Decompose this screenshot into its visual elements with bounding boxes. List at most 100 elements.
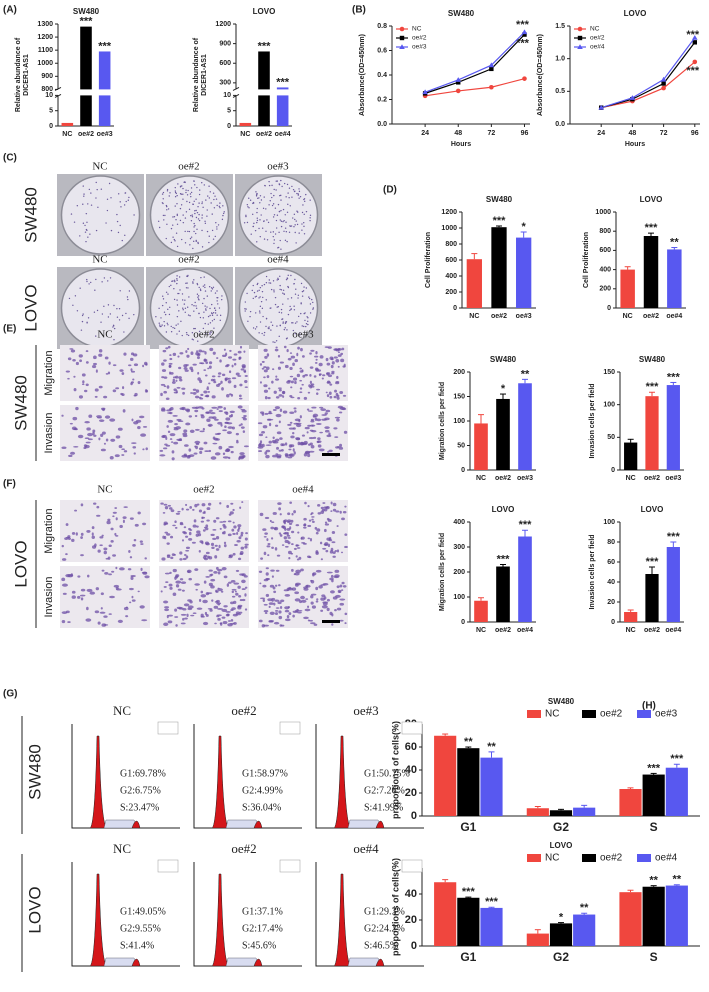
cell bbox=[185, 508, 190, 511]
phase-stat: G2:7.26% bbox=[364, 785, 405, 796]
colony bbox=[174, 190, 177, 192]
colony bbox=[160, 325, 162, 328]
cell bbox=[172, 378, 175, 382]
colony bbox=[259, 305, 262, 308]
significance-label: *** bbox=[276, 76, 290, 88]
colony bbox=[216, 290, 218, 292]
cell bbox=[279, 534, 283, 537]
cell bbox=[331, 579, 334, 583]
colony bbox=[185, 211, 188, 213]
cell bbox=[261, 360, 265, 363]
cell bbox=[104, 356, 109, 360]
phase-stat: G1:37.1% bbox=[242, 906, 283, 917]
cell bbox=[334, 436, 339, 438]
cell bbox=[190, 351, 194, 355]
cell bbox=[165, 444, 171, 447]
cell bbox=[110, 527, 114, 531]
colony bbox=[210, 331, 212, 333]
cell bbox=[89, 591, 96, 595]
colony bbox=[290, 308, 293, 310]
cell bbox=[310, 420, 315, 423]
cell bbox=[341, 581, 345, 585]
colony bbox=[176, 213, 178, 216]
colony bbox=[285, 196, 287, 198]
colony bbox=[123, 331, 125, 333]
cell bbox=[102, 408, 105, 412]
point bbox=[489, 66, 494, 72]
cell bbox=[165, 397, 170, 400]
cell bbox=[180, 581, 187, 584]
x-tick-label: oe#2 bbox=[643, 313, 659, 320]
bar bbox=[518, 536, 532, 622]
colony bbox=[116, 308, 118, 310]
x-tick-label: 48 bbox=[629, 130, 637, 137]
cell bbox=[182, 617, 185, 621]
cell bbox=[269, 519, 272, 523]
colony bbox=[106, 198, 109, 200]
cell bbox=[220, 380, 223, 384]
colony bbox=[254, 328, 257, 330]
cell bbox=[238, 557, 242, 561]
bar bbox=[434, 735, 457, 816]
colony bbox=[283, 182, 286, 185]
cell bbox=[275, 612, 278, 616]
cell bbox=[175, 512, 181, 515]
cell bbox=[287, 550, 292, 555]
cell bbox=[109, 418, 116, 422]
colony bbox=[170, 241, 173, 244]
colony bbox=[305, 193, 307, 196]
colony bbox=[274, 303, 277, 306]
cell bbox=[307, 424, 311, 427]
colony bbox=[173, 288, 175, 290]
cell bbox=[93, 355, 97, 360]
colony bbox=[187, 287, 189, 289]
colony bbox=[261, 332, 263, 335]
cell bbox=[303, 440, 308, 445]
colony bbox=[211, 229, 214, 232]
cell bbox=[334, 574, 340, 578]
colony bbox=[276, 325, 278, 327]
cell bbox=[214, 622, 217, 625]
colony bbox=[165, 331, 168, 333]
bar bbox=[61, 122, 74, 126]
cell bbox=[291, 543, 294, 546]
cell bbox=[239, 599, 243, 602]
cell bbox=[169, 571, 172, 575]
cell bbox=[239, 383, 243, 387]
colony bbox=[276, 279, 278, 281]
cell bbox=[166, 533, 171, 536]
cell bbox=[331, 370, 335, 374]
colony bbox=[208, 235, 210, 237]
cell bbox=[284, 531, 288, 535]
cell bbox=[279, 606, 283, 609]
cell bbox=[194, 503, 198, 508]
cell bbox=[339, 406, 346, 410]
cell bbox=[169, 586, 173, 590]
colony bbox=[210, 202, 212, 204]
colony bbox=[277, 277, 279, 280]
cell bbox=[192, 508, 195, 511]
cell bbox=[61, 577, 66, 582]
significance-label: *** bbox=[645, 222, 659, 234]
cell bbox=[288, 448, 292, 451]
cell bbox=[286, 534, 291, 537]
colony bbox=[182, 187, 184, 190]
cell bbox=[261, 430, 266, 434]
colony bbox=[196, 228, 198, 230]
cell bbox=[172, 568, 177, 573]
y-tick-label: 40 bbox=[405, 764, 417, 776]
cell bbox=[110, 540, 114, 543]
cell bbox=[314, 355, 319, 358]
y-tick-label: 200 bbox=[453, 569, 465, 576]
g1-peak bbox=[333, 735, 352, 829]
colony bbox=[304, 200, 306, 203]
plate bbox=[238, 175, 319, 255]
colony bbox=[197, 295, 200, 297]
cell bbox=[217, 568, 223, 572]
colony bbox=[93, 311, 96, 313]
g1-peak bbox=[211, 873, 230, 967]
cell bbox=[103, 615, 108, 618]
cell bbox=[320, 506, 324, 510]
colony bbox=[273, 291, 275, 293]
colony bbox=[244, 310, 246, 312]
